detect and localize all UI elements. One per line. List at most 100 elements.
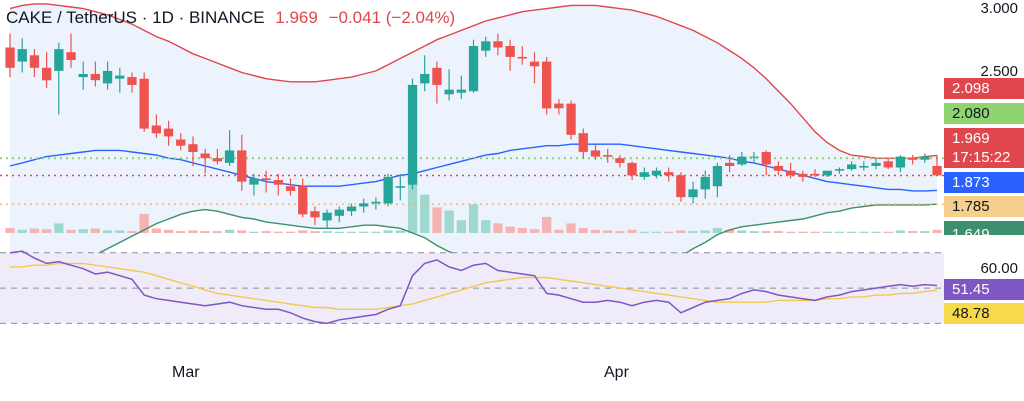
candle-body — [895, 156, 906, 168]
volume-bar — [578, 227, 588, 233]
volume-bar — [615, 231, 625, 233]
volume-bar — [651, 231, 662, 233]
volume-bar — [5, 227, 15, 233]
candle-body — [749, 156, 759, 158]
chart-header: CAKE / TetherUS · 1D · BINANCE 1.969 −0.… — [6, 8, 455, 28]
volume-bar — [285, 231, 296, 233]
volume-bar — [90, 228, 100, 233]
candle-body — [163, 128, 174, 137]
candle-body — [859, 166, 869, 168]
candle-body — [810, 173, 820, 176]
volume-bar — [639, 231, 649, 233]
candle-body — [17, 49, 27, 62]
candle-body — [798, 173, 808, 177]
candle-body — [456, 89, 466, 93]
bollinger-fill-layer — [10, 3, 937, 304]
price-axis-label: 2.500 — [980, 63, 1018, 80]
volume-bar — [676, 230, 686, 233]
volume-bar — [627, 229, 637, 233]
candle-body — [334, 209, 344, 216]
volume-bar — [456, 220, 466, 233]
volume-bar — [346, 231, 357, 233]
candle-body — [432, 67, 442, 85]
candle-body — [639, 172, 649, 177]
volume-bar — [859, 231, 869, 233]
bollinger-upper-line — [9, 3, 938, 159]
volume-bar — [176, 231, 186, 233]
upper-band-tag: 2.098 — [944, 78, 1024, 99]
countdown-timer: 17:15:22 — [952, 149, 1011, 166]
volume-bar — [420, 194, 430, 233]
volume-bar — [212, 231, 222, 233]
volume-bar — [249, 231, 259, 233]
rsi-band-fill — [0, 252, 944, 324]
volume-bar — [810, 231, 820, 233]
volume-bar — [603, 230, 613, 233]
volume-bar — [761, 231, 771, 233]
candle-body — [224, 150, 235, 163]
candle-body — [102, 70, 113, 84]
volume-bar — [102, 230, 113, 233]
volume-bar — [17, 229, 27, 233]
candle-body — [529, 61, 540, 67]
volume-bar — [224, 229, 235, 233]
candle-body — [737, 156, 747, 165]
candle-body — [249, 178, 259, 185]
rsi-axis-label: 60.00 — [980, 260, 1018, 277]
volume-bar — [725, 229, 735, 233]
volume-bar — [237, 230, 247, 233]
candle-body — [554, 103, 564, 109]
volume-bar — [566, 223, 576, 233]
green-level-tag: 2.080 — [944, 103, 1024, 124]
candle-body — [871, 162, 881, 166]
volume-bar — [481, 220, 491, 233]
volume-bar — [383, 230, 393, 233]
candle-body — [200, 153, 210, 159]
volume-bar — [66, 229, 76, 233]
volume-bars — [5, 169, 942, 233]
x-axis-label-mar: Mar — [172, 364, 200, 381]
candle-body — [505, 46, 515, 57]
volume-bar — [54, 223, 64, 233]
volume-bar — [359, 231, 369, 233]
candle-body — [273, 180, 283, 185]
candle-body — [383, 176, 393, 204]
volume-bar — [798, 231, 808, 233]
candle-body — [822, 170, 832, 176]
volume-bar — [139, 213, 149, 233]
volume-bar — [29, 228, 40, 233]
candle-body — [78, 74, 88, 78]
volume-bar — [737, 230, 747, 233]
candle-body — [676, 175, 686, 198]
volume-bar — [432, 207, 442, 233]
candle-body — [310, 211, 320, 218]
price-reference-lines — [0, 157, 944, 205]
candle-body — [5, 47, 15, 68]
candle-body — [932, 166, 942, 176]
candle-body — [298, 186, 308, 215]
volume-bar — [883, 231, 893, 233]
last-price: 1.969 — [275, 8, 318, 27]
candle-body — [42, 67, 52, 81]
volume-bar — [834, 231, 845, 233]
candle-body — [115, 75, 125, 79]
volume-bar — [371, 231, 381, 233]
price-axis-label: 3.000 — [980, 0, 1018, 17]
volume-bar — [822, 231, 832, 233]
orange-level-tag: 1.785 — [944, 196, 1024, 217]
candle-body — [322, 212, 332, 221]
rsi-ma-line — [10, 262, 938, 310]
candle-body — [407, 84, 418, 185]
candle-body — [261, 178, 271, 180]
volume-bar — [395, 230, 405, 233]
volume-bar — [542, 217, 552, 233]
volume-bar — [298, 230, 308, 233]
volume-bar — [554, 229, 564, 233]
candle-body — [651, 170, 662, 176]
candle-body — [66, 52, 76, 60]
candle-body — [285, 186, 296, 191]
candle-body — [237, 150, 247, 182]
volume-bar — [151, 228, 161, 233]
candle-body — [212, 158, 222, 162]
